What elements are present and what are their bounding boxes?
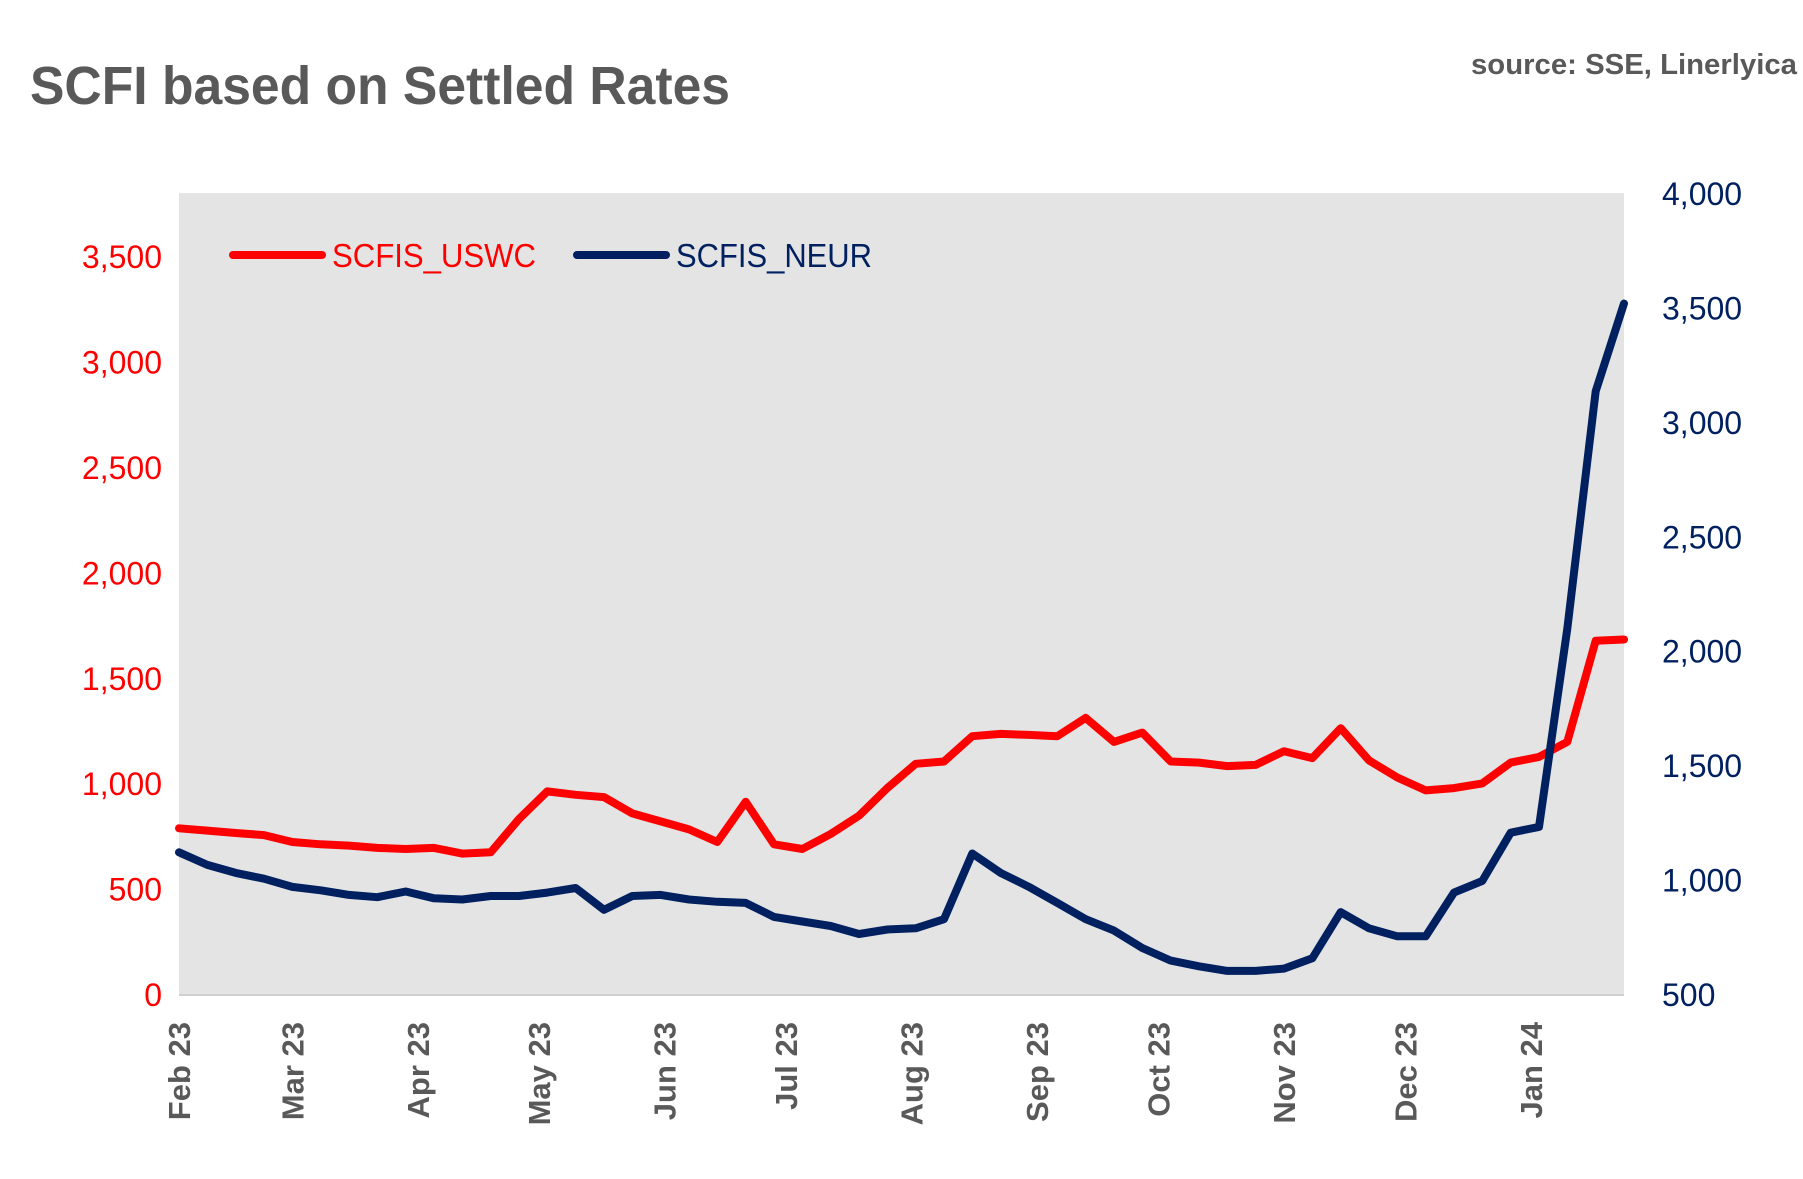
y_right-tick-label: 1,000 [1662, 863, 1742, 899]
series-line-scfis-neur [175, 299, 1628, 975]
chart-title: SCFI based on Settled Rates [30, 56, 730, 116]
x-tick-label: Oct 23 [1142, 1022, 1177, 1117]
series-line-scfis-uswc [175, 635, 1628, 858]
y_left-tick-label: 2,500 [82, 450, 162, 486]
x-tick-label: Dec 23 [1388, 1022, 1423, 1122]
y_right-tick-label: 3,000 [1662, 405, 1742, 441]
x-tick-label: Sep 23 [1020, 1022, 1055, 1122]
x-tick-label: Jun 23 [648, 1022, 683, 1120]
y_left-tick-label: 1,500 [82, 661, 162, 697]
legend: SCFIS_USWC SCFIS_NEUR [229, 237, 872, 274]
y_left-tick-label: 1,000 [82, 766, 162, 802]
right-axis-ticks: 500 1,000 1,500 2,000 2,500 3,000 3,500 4,000 [1662, 176, 1742, 1013]
y_left-tick-label: 0 [144, 977, 162, 1013]
y_right-tick-label: 500 [1662, 977, 1715, 1013]
left-axis-ticks: 0 500 1,000 1,500 2,000 2,500 3,000 3,500 [82, 239, 162, 1013]
legend-label-neur: SCFIS_NEUR [676, 237, 872, 274]
series-lines [175, 299, 1628, 975]
x-tick-label: Apr 23 [401, 1022, 436, 1118]
y_right-tick-label: 4,000 [1662, 176, 1742, 212]
plot-area [179, 193, 1624, 994]
y_left-tick-label: 3,000 [82, 345, 162, 381]
x-tick-label: Jan 24 [1514, 1021, 1549, 1118]
x-tick-label: Jul 23 [769, 1022, 804, 1110]
chart-source: source: SSE, Linerlyica [1471, 49, 1798, 81]
y_right-tick-label: 3,500 [1662, 290, 1742, 326]
legend-label-uswc: SCFIS_USWC [332, 237, 536, 274]
y_right-tick-label: 1,500 [1662, 748, 1742, 784]
x-axis-ticks: Feb 23 Mar 23 Apr 23 May 23 Jun 23 Jul 23 Aug … [162, 1021, 1549, 1125]
x-tick-label: Mar 23 [275, 1022, 310, 1120]
y_left-tick-label: 500 [109, 872, 162, 908]
x-tick-label: Nov 23 [1267, 1022, 1302, 1124]
y_left-tick-label: 3,500 [82, 239, 162, 275]
x-tick-label: May 23 [522, 1022, 557, 1125]
y_left-tick-label: 2,000 [82, 555, 162, 591]
y_right-tick-label: 2,000 [1662, 634, 1742, 670]
x-tick-label: Feb 23 [162, 1022, 197, 1120]
x-tick-label: Aug 23 [895, 1022, 930, 1125]
y_right-tick-label: 2,500 [1662, 519, 1742, 555]
